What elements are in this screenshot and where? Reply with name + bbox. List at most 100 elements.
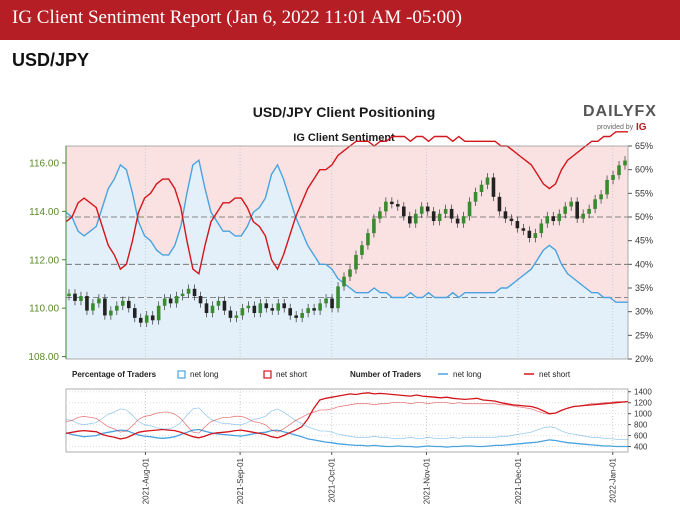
net-long-pct-trace bbox=[65, 407, 628, 440]
price-candle bbox=[396, 204, 400, 207]
price-candle bbox=[168, 298, 173, 304]
net-short-pct-trace bbox=[65, 401, 628, 434]
price-candle bbox=[282, 303, 287, 309]
count-tick-label: 1200 bbox=[634, 399, 652, 408]
price-candle bbox=[318, 303, 322, 311]
price-candle bbox=[228, 310, 233, 318]
price-candle bbox=[85, 296, 89, 311]
price-candle bbox=[222, 300, 227, 311]
price-candle bbox=[437, 213, 442, 222]
price-candle bbox=[390, 201, 394, 205]
price-candle bbox=[407, 216, 412, 224]
legend-swatch-pct-long bbox=[177, 370, 186, 379]
net-long-pct-line bbox=[65, 158, 628, 303]
price-candle bbox=[575, 201, 579, 219]
provided-by-text: provided by bbox=[597, 124, 634, 131]
pct-tick-label: 50% bbox=[635, 212, 653, 222]
price-candle bbox=[539, 223, 544, 234]
price-candle bbox=[473, 191, 478, 202]
price-candle bbox=[425, 206, 430, 212]
price-candle bbox=[587, 208, 591, 214]
net-long-count-line bbox=[65, 428, 628, 448]
price-axis: 116.00 114.00 112.00 110.00 108.00 bbox=[28, 146, 67, 363]
pct-tick-label: 30% bbox=[635, 307, 653, 317]
price-candle bbox=[605, 179, 609, 195]
legend-pct-short-label: net short bbox=[276, 370, 308, 379]
net-short-count-line bbox=[65, 392, 629, 440]
price-candle bbox=[569, 201, 573, 207]
dailyfx-logo-text: DAILYFX bbox=[583, 103, 657, 120]
price-candle bbox=[491, 177, 496, 197]
price-candle bbox=[126, 300, 131, 309]
date-axis: 2021-Aug-01 2021-Sep-01 2021-Oct-01 2021-No… bbox=[141, 452, 618, 504]
price-candle bbox=[103, 298, 107, 316]
price-candle bbox=[192, 288, 197, 297]
price-tick-label: 110.00 bbox=[29, 304, 59, 315]
price-candle bbox=[521, 228, 526, 231]
price-candle bbox=[431, 211, 436, 222]
price-candle bbox=[509, 218, 514, 222]
price-candle bbox=[527, 230, 532, 238]
price-tick-label: 108.00 bbox=[28, 352, 59, 363]
net-short-pct-line bbox=[65, 131, 628, 276]
price-candle bbox=[593, 199, 597, 209]
price-candle bbox=[413, 213, 418, 224]
price-candle bbox=[497, 196, 502, 212]
date-tick-label: 2021-Dec-01 bbox=[514, 457, 523, 504]
legend-num-short-label: net short bbox=[539, 370, 571, 379]
price-candle bbox=[449, 208, 454, 219]
ig-logo-text: IG bbox=[636, 122, 647, 133]
pct-tick-label: 25% bbox=[635, 330, 653, 340]
pct-tick-label: 65% bbox=[635, 141, 653, 151]
price-candle bbox=[461, 216, 466, 224]
price-candle bbox=[503, 211, 508, 219]
price-candle bbox=[180, 293, 185, 297]
price-candle bbox=[216, 300, 221, 306]
currency-pair-heading: USD/JPY bbox=[12, 50, 90, 70]
count-axis: 1400 1200 1000 800 600 400 bbox=[628, 388, 652, 452]
price-candle bbox=[246, 305, 251, 309]
price-candle bbox=[330, 298, 334, 309]
price-candle bbox=[204, 303, 209, 314]
legend-number-title: Number of Traders bbox=[350, 370, 422, 379]
price-candle bbox=[234, 315, 239, 318]
price-candle bbox=[360, 245, 364, 255]
price-candle bbox=[121, 300, 125, 306]
price-candle bbox=[617, 165, 621, 176]
price-candle bbox=[443, 208, 448, 214]
price-candle bbox=[354, 254, 358, 270]
legend-pct-long-label: net long bbox=[190, 370, 218, 379]
price-candle bbox=[312, 308, 316, 311]
dailyfx-logo: DAILYFX provided by IG bbox=[583, 103, 657, 133]
price-candle bbox=[384, 201, 388, 212]
client-positioning-chart: USD/JPY Client Positioning DAILYFX provi… bbox=[28, 103, 657, 504]
price-candle bbox=[551, 216, 556, 222]
price-candle bbox=[276, 303, 281, 311]
price-candle bbox=[144, 315, 149, 323]
count-tick-label: 1000 bbox=[634, 410, 652, 419]
lower-plot-frame bbox=[65, 388, 629, 453]
date-tick-label: 2021-Oct-01 bbox=[328, 457, 337, 502]
price-candle bbox=[132, 308, 137, 318]
price-candle bbox=[240, 308, 245, 316]
price-candle bbox=[210, 305, 215, 314]
price-candle bbox=[73, 293, 77, 301]
price-candle bbox=[563, 206, 568, 214]
price-tick-label: 116.00 bbox=[29, 158, 59, 169]
price-tick-label: 114.00 bbox=[29, 207, 59, 218]
price-candle bbox=[485, 177, 490, 185]
legend-percentage-title: Percentage of Traders bbox=[72, 370, 157, 379]
pct-tick-label: 45% bbox=[635, 236, 653, 246]
price-candle bbox=[198, 296, 203, 304]
legend-swatch-pct-short bbox=[263, 370, 272, 379]
price-candle bbox=[623, 160, 627, 166]
price-candle bbox=[599, 194, 603, 200]
price-candle bbox=[115, 305, 119, 311]
price-candle bbox=[306, 308, 310, 314]
main-plot bbox=[65, 131, 629, 360]
price-candle bbox=[545, 216, 550, 224]
count-tick-label: 800 bbox=[634, 421, 648, 430]
price-candle bbox=[264, 303, 269, 309]
report-banner: IG Client Sentiment Report (Jan 6, 2022 … bbox=[0, 0, 680, 40]
price-candle bbox=[258, 303, 263, 314]
